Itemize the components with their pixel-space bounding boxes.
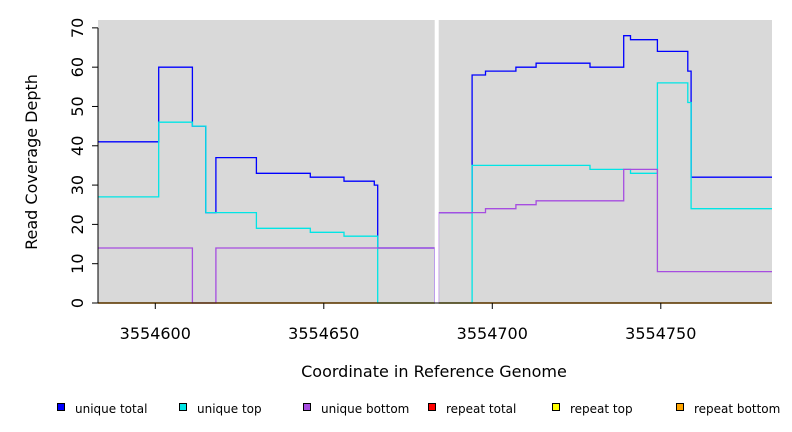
sequence-gap-bar <box>434 20 439 304</box>
y-tick-label: 10 <box>68 254 87 274</box>
series-line-unique-bottom <box>98 168 772 304</box>
legend-label-repeat-bottom: repeat bottom <box>694 402 780 416</box>
legend-swatch-repeat-bottom <box>676 403 684 411</box>
legend-swatch-unique-bottom <box>303 403 311 411</box>
legend: unique total unique top unique bottom repea… <box>57 402 780 416</box>
legend-label-repeat-total: repeat total <box>446 402 516 416</box>
x-tick-label: 3554650 <box>288 324 359 343</box>
legend-label-repeat-top: repeat top <box>570 402 633 416</box>
legend-label-unique-bottom: unique bottom <box>321 402 409 416</box>
legend-label-unique-total: unique total <box>75 402 147 416</box>
x-tick-label: 3554750 <box>625 324 696 343</box>
x-axis: 3554600 3554650 3554700 3554750 <box>98 302 772 343</box>
y-tick-label: 50 <box>68 96 87 116</box>
legend-swatch-unique-total <box>57 403 65 411</box>
x-axis-title: Coordinate in Reference Genome <box>301 362 567 381</box>
legend-swatch-unique-top <box>179 403 187 411</box>
x-tick-label: 3554600 <box>120 324 191 343</box>
legend-label-unique-top: unique top <box>197 402 262 416</box>
y-tick-label: 30 <box>68 175 87 195</box>
y-tick-label: 60 <box>68 57 87 77</box>
legend-swatch-repeat-top <box>552 403 560 411</box>
legend-swatch-repeat-total <box>428 403 436 411</box>
y-axis-title: Read Coverage Depth <box>22 74 41 250</box>
y-tick-label: 40 <box>68 136 87 156</box>
y-axis: 0 10 20 30 40 50 60 70 <box>68 18 99 308</box>
x-tick-label: 3554700 <box>457 324 528 343</box>
y-tick-label: 20 <box>68 214 87 234</box>
y-tick-label: 0 <box>68 298 87 308</box>
y-tick-label: 70 <box>68 18 87 38</box>
